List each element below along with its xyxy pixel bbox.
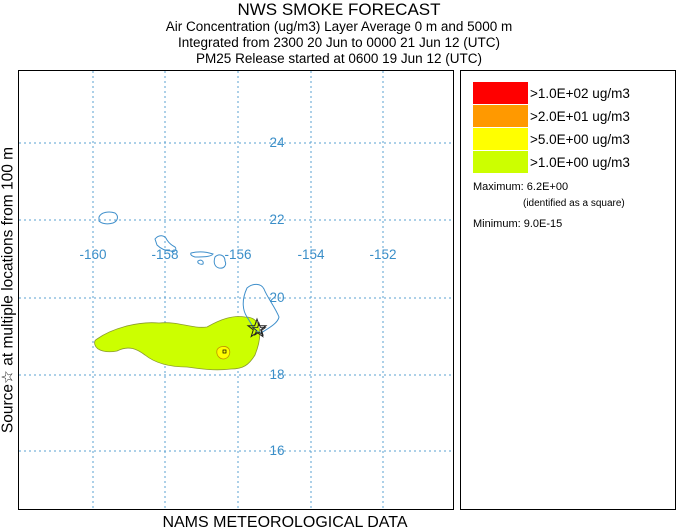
coastlines [98,211,280,334]
legend-item-yellow: >5.0E+00 ug/m3 [473,128,630,150]
map-panel: -160 -158 -156 -154 -152 24 22 20 18 16 [18,70,454,510]
legend-label: >1.0E+00 ug/m3 [530,154,630,170]
island-niihau [98,211,118,225]
lat-labels: 24 22 20 18 16 [269,135,285,458]
legend-swatch [473,151,528,173]
lat-label: 18 [269,367,284,382]
legend-swatch [473,105,528,127]
legend-label: >1.0E+02 ug/m3 [530,85,630,101]
subtitle-concentration: Air Concentration (ug/m3) Layer Average … [165,19,513,34]
legend-maximum-note: (identified as a square) [523,198,625,209]
legend-swatch [473,82,528,104]
graticule [19,71,453,509]
lat-label: 22 [269,212,284,227]
lon-label: -158 [151,247,178,262]
legend-maximum: Maximum: 6.2E+00 [473,181,569,193]
data-source-label: NAMS METEOROLOGICAL DATA [162,514,408,531]
lon-label: -160 [79,247,106,262]
subtitle-integration: Integrated from 2300 20 Jun to 0000 21 J… [178,35,500,50]
legend-swatch [473,128,528,150]
subtitle-release: PM25 Release started at 0600 19 Jun 12 (… [196,51,482,66]
island-oahu [154,235,177,252]
lat-label: 20 [269,290,284,305]
legend-minimum: Minimum: 9.0E-15 [473,218,563,230]
island-molokai [190,251,214,258]
legend-label: >2.0E+01 ug/m3 [530,108,630,124]
lon-label: -152 [369,247,396,262]
legend-item-red: >1.0E+02 ug/m3 [473,82,630,104]
island-hawaii [242,283,280,334]
lon-label: -156 [224,247,251,262]
lat-label: 16 [269,443,284,458]
legend-label: >5.0E+00 ug/m3 [530,131,630,147]
lat-label: 24 [269,135,285,150]
map-title: NWS SMOKE FORECAST [237,0,441,19]
lon-labels: -160 -158 -156 -154 -152 [79,247,396,262]
legend-item-green: >1.0E+00 ug/m3 [473,151,630,173]
island-lanai [197,259,204,265]
map-svg: -160 -158 -156 -154 -152 24 22 20 18 16 [19,71,453,509]
source-side-label-text: Source☆ at multiple locations from 100 m [0,146,17,434]
legend-item-orange: >2.0E+01 ug/m3 [473,105,630,127]
lon-label: -154 [297,247,325,262]
island-maui [213,254,227,269]
source-star-icon [246,317,268,338]
title-block: NWS SMOKE FORECAST Air Concentration (ug… [0,0,678,67]
maximum-square-marker [222,349,227,354]
source-marker [246,317,268,338]
legend-panel: >1.0E+02 ug/m3 >2.0E+01 ug/m3 >5.0E+00 u… [460,70,676,510]
smoke-contour-1e0 [94,316,261,371]
source-star-icon-2 [251,321,267,336]
smoke-plume [94,316,261,371]
source-side-label: Source☆ at multiple locations from 100 m [0,70,18,510]
